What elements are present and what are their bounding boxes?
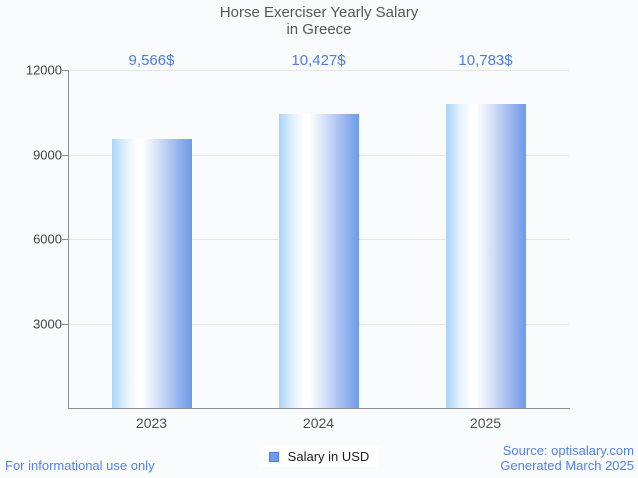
y-axis-line: [68, 70, 69, 408]
bar-value-label-2023: 9,566$: [128, 52, 175, 69]
legend-swatch-icon: [268, 451, 279, 462]
source-text: Source: optisalary.com: [502, 443, 634, 458]
y-tick-3000: [62, 324, 68, 325]
chart-title-line1: Horse Exerciser Yearly Salary: [219, 4, 419, 21]
x-axis-label-2023: 2023: [135, 415, 168, 431]
x-axis-line: [68, 408, 570, 409]
chart-title: Horse Exerciser Yearly Salary in Greece: [0, 4, 638, 38]
bar-2024[interactable]: [279, 114, 359, 408]
chart-title-line2: in Greece: [286, 21, 352, 38]
bar-2025[interactable]: [446, 104, 526, 408]
x-axis-label-2024: 2024: [302, 415, 335, 431]
legend-item: Salary in USD: [258, 446, 380, 467]
y-axis-label-6000: 6000: [33, 231, 62, 247]
legend-label: Salary in USD: [287, 449, 370, 464]
y-axis-label-12000: 12000: [25, 62, 62, 78]
source-block: Source: optisalary.com Generated March 2…: [500, 443, 634, 473]
bar-value-label-2025: 10,783$: [458, 52, 513, 69]
legend: Salary in USD: [0, 446, 638, 467]
bar-2023[interactable]: [112, 139, 192, 408]
y-tick-6000: [62, 239, 68, 240]
y-axis-label-3000: 3000: [33, 316, 62, 332]
generated-text: Generated March 2025: [500, 458, 634, 473]
y-tick-12000: [62, 70, 68, 71]
disclaimer-text: For informational use only: [5, 458, 155, 473]
y-tick-9000: [62, 155, 68, 156]
gridline-12000: [68, 70, 569, 71]
y-axis-label-9000: 9000: [33, 147, 62, 163]
bar-value-label-2024: 10,427$: [291, 52, 346, 69]
x-axis-label-2025: 2025: [469, 415, 502, 431]
